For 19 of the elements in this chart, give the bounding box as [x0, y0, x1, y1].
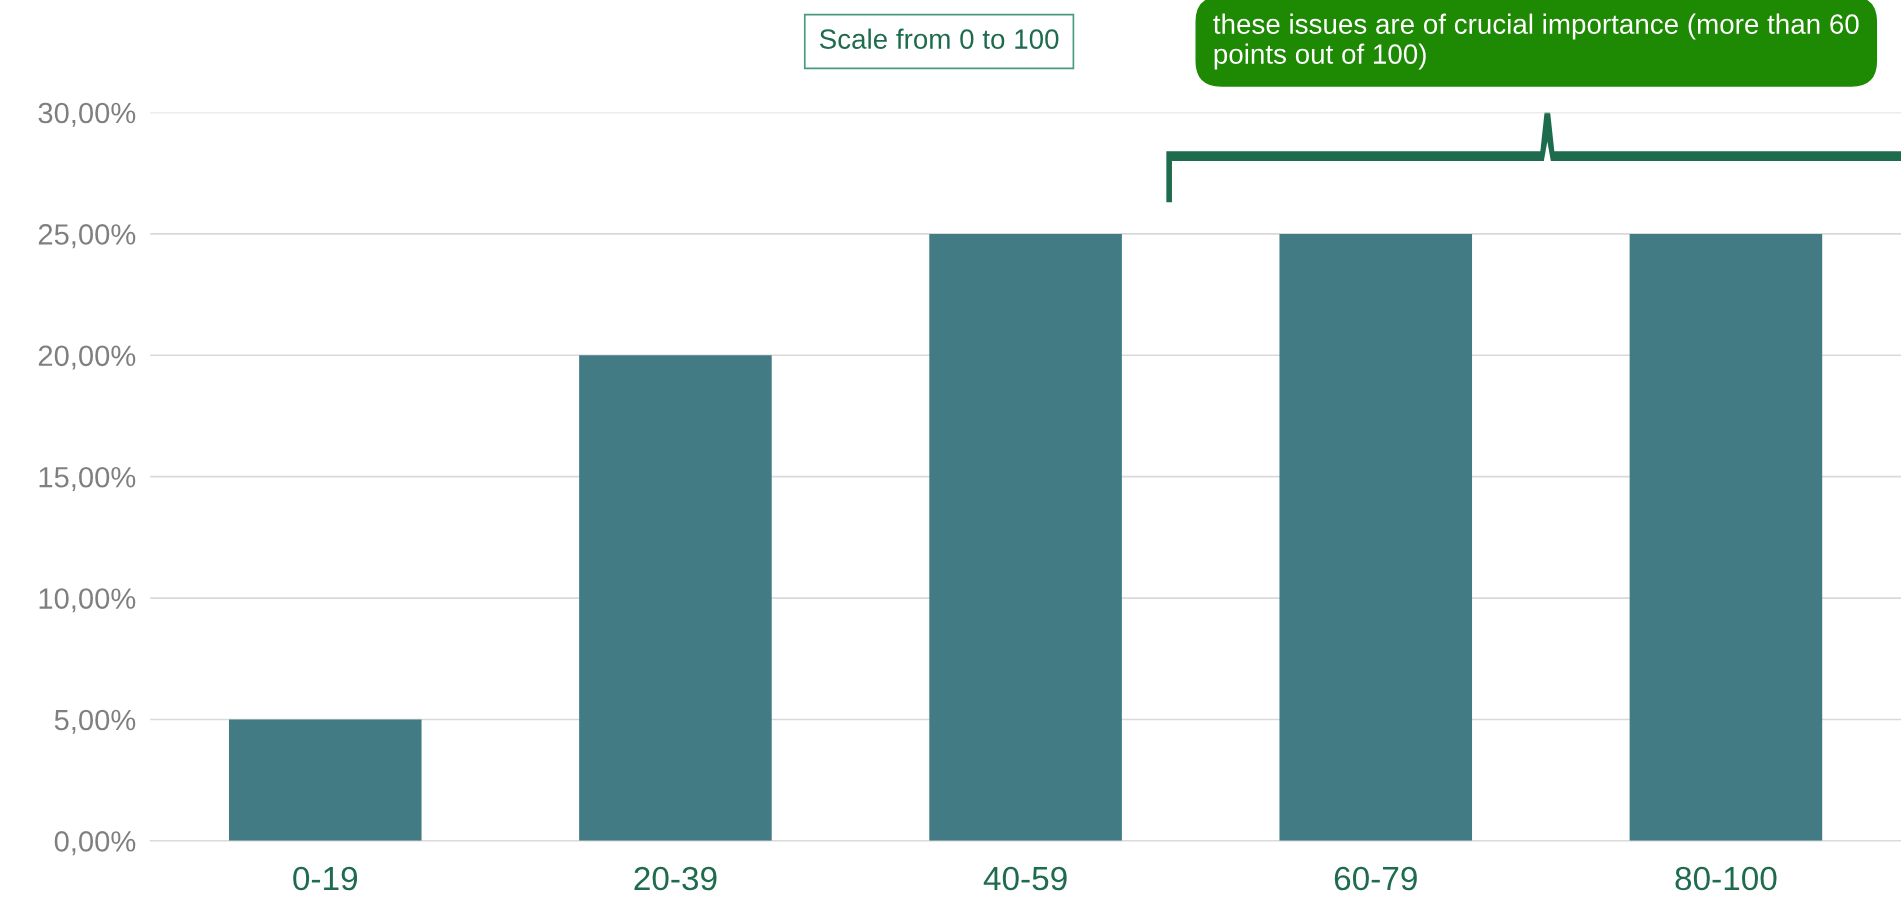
text: these issues are of crucial importance (more than 60 points out of 100)	[1213, 13, 1859, 70]
y-tick-label: 20,00%	[38, 345, 136, 370]
bar	[579, 355, 772, 841]
bar	[228, 719, 422, 841]
y-tick-label: 30,00%	[38, 102, 136, 127]
x-tick-label: 80-100	[1675, 866, 1777, 891]
x-tick-label: 60-79	[1334, 866, 1417, 891]
y-tick-label: 10,00%	[39, 588, 136, 613]
y-tick-label: 25,00%	[38, 224, 136, 249]
bar	[929, 233, 1122, 841]
x-tick-label: 0-19	[293, 866, 358, 891]
y-tick-label: 15,00%	[39, 466, 136, 491]
text: Scale from 0 to 100	[819, 28, 1059, 49]
y-tick-label: 0,00%	[54, 831, 136, 856]
bar	[1629, 233, 1823, 841]
x-tick-label: 40-59	[983, 866, 1067, 891]
y-tick-label: 5,00%	[54, 709, 136, 734]
x-tick-label: 20-39	[634, 866, 717, 891]
bar	[1279, 233, 1473, 841]
